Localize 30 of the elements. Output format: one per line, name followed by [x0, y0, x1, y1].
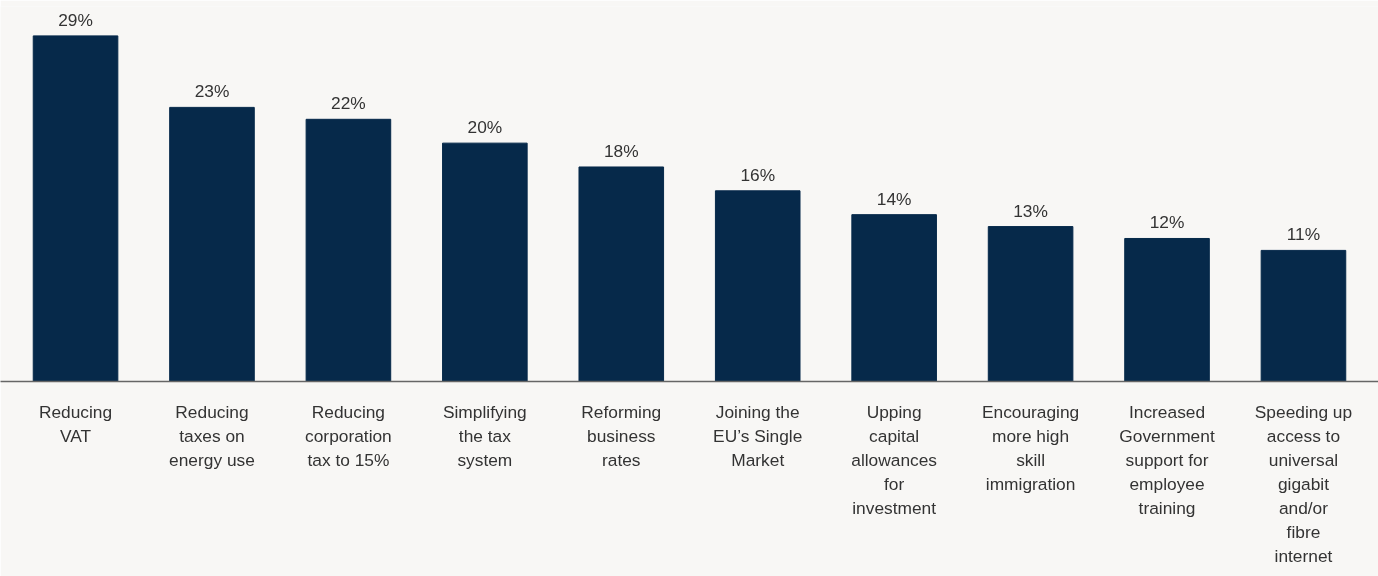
- data-label: 22%: [331, 93, 366, 114]
- data-label: 23%: [194, 81, 230, 102]
- data-label: 13%: [1013, 200, 1048, 221]
- bar: [987, 226, 1074, 382]
- bar: [32, 35, 119, 382]
- x-tick-label: Increased Government support for employee training: [1119, 401, 1215, 518]
- x-tick-label: Reforming business rates: [581, 401, 662, 470]
- x-tick-label: Reducing taxes on energy use: [169, 401, 255, 470]
- data-label: 29%: [58, 9, 93, 30]
- x-tick-label: Reducing corporation tax to 15%: [305, 401, 392, 470]
- data-label: 18%: [603, 140, 639, 161]
- x-tick-label: Reducing VAT: [38, 401, 113, 446]
- data-label: 16%: [740, 164, 776, 185]
- x-tick-label: Encouraging more high skill immigration: [981, 401, 1080, 494]
- data-label: 14%: [876, 188, 912, 209]
- x-tick-label: Joining the EU’s Single Market: [713, 401, 803, 470]
- bar: [1124, 237, 1210, 382]
- bar: [442, 142, 528, 382]
- bar: [714, 190, 801, 382]
- bar: [305, 118, 392, 382]
- x-tick-label: Speeding up access to universal gigabit and/or fibre internet: [1254, 401, 1353, 566]
- data-label: 12%: [1149, 212, 1185, 233]
- bar: [169, 106, 255, 382]
- x-tick-label: Upping capital allowances for investment: [851, 401, 938, 518]
- bar: [851, 214, 937, 382]
- data-label: 20%: [467, 117, 503, 138]
- data-label: 11%: [1286, 224, 1321, 245]
- bar: [578, 166, 665, 382]
- x-tick-label: Simplifying the tax system: [442, 401, 527, 470]
- bar: [1260, 249, 1347, 382]
